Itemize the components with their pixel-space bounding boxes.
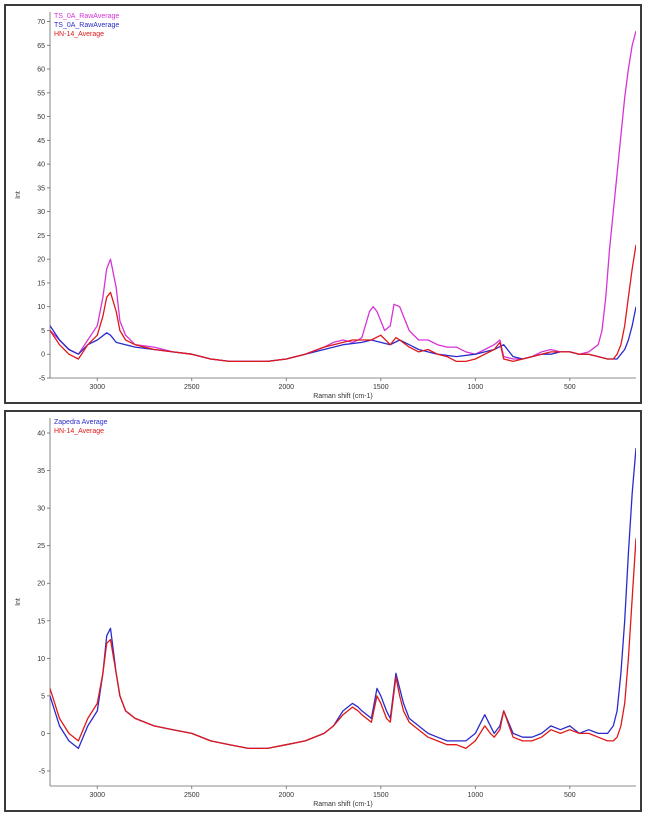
- x-tick-label: 1500: [373, 792, 389, 799]
- y-tick-label: 50: [37, 114, 45, 121]
- chart-panel-top: -5 0 5 10 15 20 25 30 35 40 45 50 55 60 65 70 3000 2500 20…: [4, 4, 642, 404]
- y-tick-label: 0: [41, 352, 45, 359]
- x-axis-title: Raman shift (cm-1): [313, 801, 373, 808]
- y-axis-title: Int: [15, 191, 22, 199]
- x-tick-label: 1000: [468, 792, 484, 799]
- y-tick-label: 60: [37, 67, 45, 74]
- raman-chart-bottom: -5 0 5 10 15 20 25 30 35 40 3000 2500 2000 1500 1000 50…: [15, 418, 636, 808]
- x-tick-label: 1000: [468, 384, 484, 391]
- x-tick-label: 500: [564, 792, 576, 799]
- x-tick-label: 500: [564, 384, 576, 391]
- y-tick-label: 70: [37, 19, 45, 26]
- series-line-1: [50, 30, 636, 363]
- y-tick-label: -5: [39, 768, 45, 775]
- y-tick-label: 5: [41, 693, 45, 700]
- y-tick-label: 25: [37, 543, 45, 550]
- y-tick-label: 35: [37, 468, 45, 475]
- y-tick-label: 30: [37, 209, 45, 216]
- x-tick-label: 2500: [184, 792, 200, 799]
- x-tick-label: 3000: [89, 792, 105, 799]
- y-tick-label: 35: [37, 185, 45, 192]
- y-tick-label: 10: [37, 656, 45, 663]
- x-tick-label: 2000: [279, 792, 295, 799]
- y-tick-label: 15: [37, 618, 45, 625]
- y-tick-label: 30: [37, 506, 45, 513]
- y-tick-label: 25: [37, 233, 45, 240]
- y-tick-label: 10: [37, 304, 45, 311]
- chart-panel-bottom: -5 0 5 10 15 20 25 30 35 40 3000 2500 2000 1500 1000 50…: [4, 410, 642, 812]
- legend-entry: TS_0A_RawAverage: [54, 22, 119, 29]
- y-tick-label: 20: [37, 257, 45, 264]
- y-tick-label: 55: [37, 90, 45, 97]
- y-tick-label: 40: [37, 162, 45, 169]
- legend-entry: TS_0A_RawAverage: [54, 13, 119, 20]
- series-line-2: [50, 538, 636, 750]
- y-tick-label: -5: [39, 376, 45, 383]
- legend-entry: HN-14_Average: [54, 428, 104, 435]
- x-tick-label: 2500: [184, 384, 200, 391]
- legend-entry: Zapedra Average: [54, 419, 108, 426]
- legend-entry: HN-14_Average: [54, 31, 104, 38]
- series-line-3: [50, 244, 636, 363]
- series-line-1: [50, 447, 636, 750]
- x-tick-label: 1500: [373, 384, 389, 391]
- y-tick-label: 0: [41, 731, 45, 738]
- x-axis-title: Raman shift (cm-1): [313, 393, 373, 400]
- y-tick-label: 40: [37, 431, 45, 438]
- y-axis-title: Int: [15, 598, 22, 606]
- y-tick-label: 65: [37, 43, 45, 50]
- x-tick-label: 3000: [89, 384, 105, 391]
- x-tick-label: 2000: [279, 384, 295, 391]
- raman-chart-top: -5 0 5 10 15 20 25 30 35 40 45 50 55 60 65 70 3000 2500 20…: [15, 12, 636, 400]
- y-tick-label: 15: [37, 280, 45, 287]
- y-tick-label: 5: [41, 328, 45, 335]
- y-tick-label: 45: [37, 138, 45, 145]
- y-tick-label: 20: [37, 581, 45, 588]
